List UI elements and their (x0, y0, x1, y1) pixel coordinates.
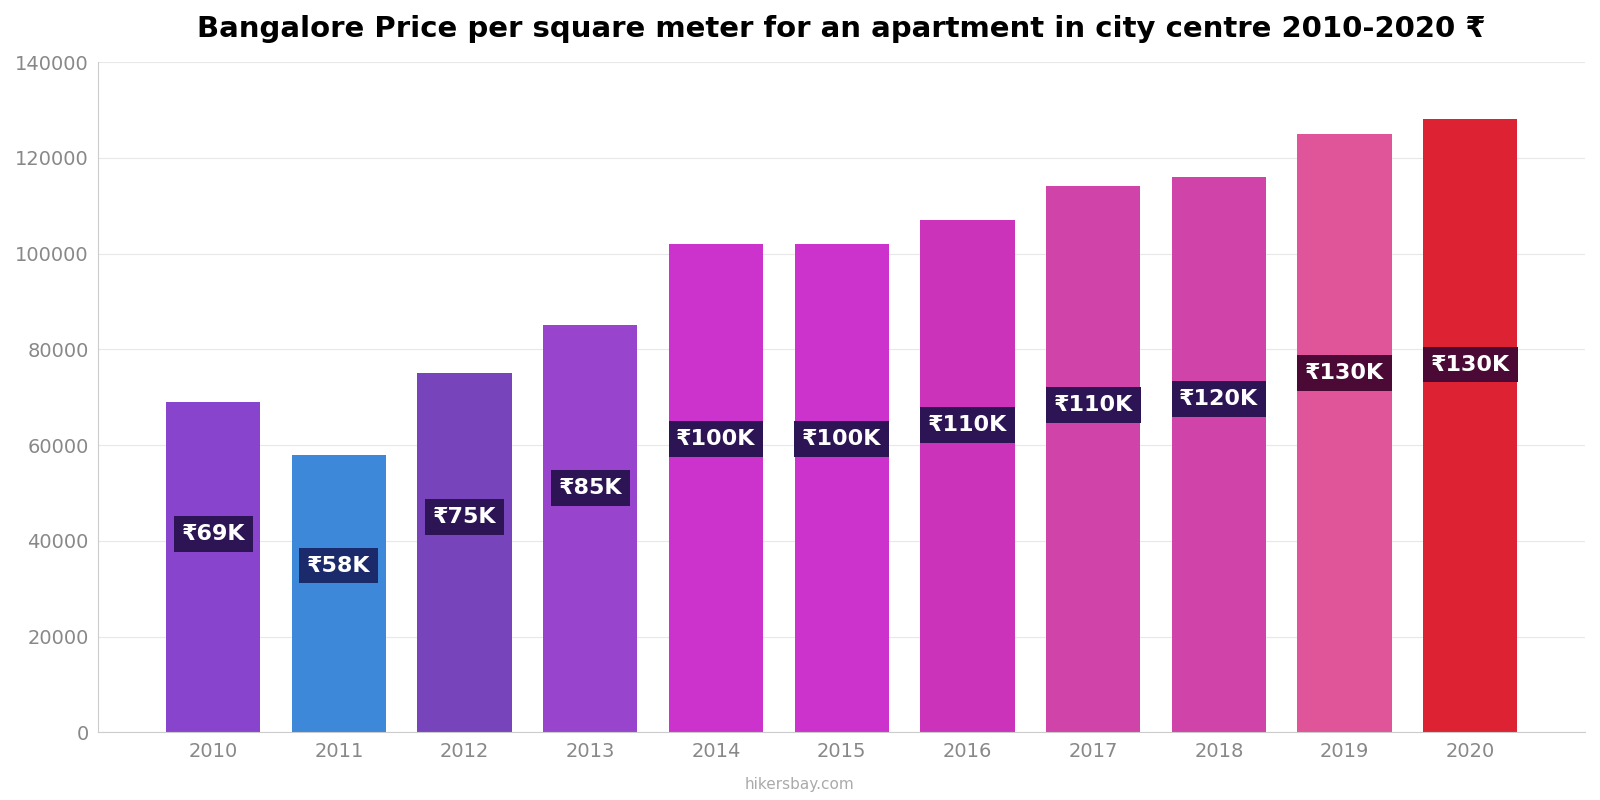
Bar (1046, 186, 1141, 732)
Text: ₹110K: ₹110K (928, 415, 1006, 435)
Bar (1298, 134, 1392, 732)
Text: ₹75K: ₹75K (434, 507, 496, 527)
Bar (1422, 119, 1517, 732)
Text: ₹120K: ₹120K (1179, 389, 1259, 409)
Text: ₹58K: ₹58K (307, 556, 371, 576)
Text: ₹85K: ₹85K (558, 478, 622, 498)
Text: ₹110K: ₹110K (1053, 394, 1133, 414)
Bar (920, 220, 1014, 732)
Text: hikersbay.com: hikersbay.com (746, 777, 854, 792)
Bar (1171, 177, 1266, 732)
Bar (166, 402, 261, 732)
Bar (795, 244, 890, 732)
Text: ₹130K: ₹130K (1306, 363, 1384, 383)
Title: Bangalore Price per square meter for an apartment in city centre 2010-2020 ₹: Bangalore Price per square meter for an … (197, 15, 1486, 43)
Bar (542, 326, 637, 732)
Bar (418, 374, 512, 732)
Text: ₹69K: ₹69K (181, 524, 245, 544)
Bar (291, 454, 386, 732)
Text: ₹130K: ₹130K (1430, 354, 1510, 374)
Bar (669, 244, 763, 732)
Text: ₹100K: ₹100K (802, 430, 882, 450)
Text: ₹100K: ₹100K (677, 430, 755, 450)
